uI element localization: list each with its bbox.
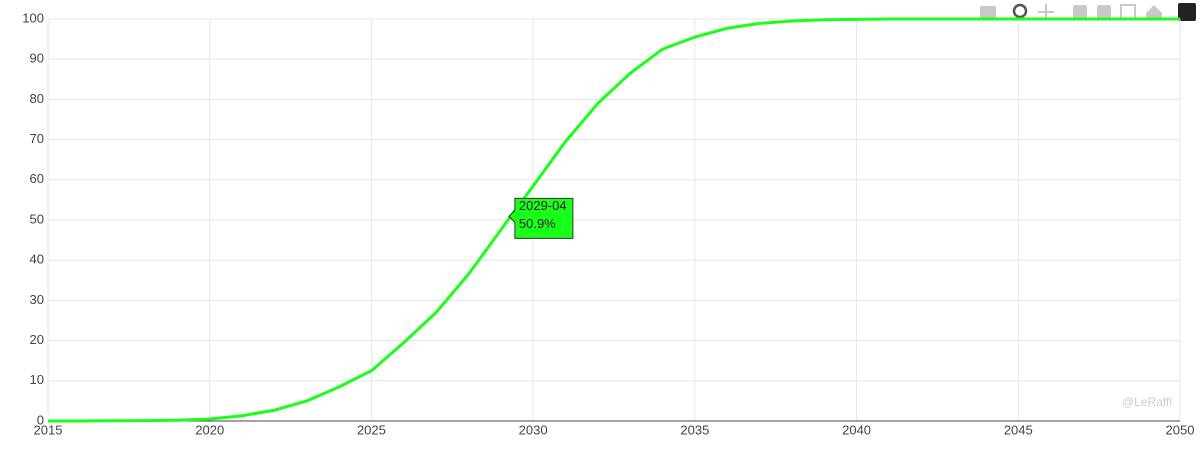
- hover-label: 2029-04 50.9%: [508, 197, 574, 239]
- x-tick-label: 2020: [195, 422, 224, 437]
- y-tick-label: 50: [30, 211, 44, 226]
- zoom-out-icon[interactable]: [1097, 5, 1111, 19]
- y-tick-label: 70: [30, 131, 44, 146]
- y-tick-label: 100: [22, 10, 44, 25]
- camera-icon[interactable]: [980, 6, 996, 18]
- y-tick-label: 40: [30, 252, 44, 267]
- y-tick-label: 20: [30, 332, 44, 347]
- x-tick-label: 2035: [680, 422, 709, 437]
- x-tick-label: 2045: [1004, 422, 1033, 437]
- watermark: @LeRaffl: [1122, 395, 1172, 409]
- hover-value: 50.9%: [519, 216, 556, 231]
- x-tick-label: 2050: [1166, 422, 1195, 437]
- reset-icon[interactable]: [1146, 5, 1162, 19]
- autoscale-icon[interactable]: [1120, 4, 1136, 20]
- y-tick-label: 10: [30, 372, 44, 387]
- toolbar: [980, 3, 1196, 21]
- hover-box: [508, 197, 574, 239]
- y-tick-label: 0: [37, 412, 44, 427]
- x-tick-label: 2030: [519, 422, 548, 437]
- x-tick-label: 2025: [357, 422, 386, 437]
- zoom-icon[interactable]: [1012, 3, 1028, 19]
- y-tick-label: 60: [30, 171, 44, 186]
- y-tick-label: 30: [30, 292, 44, 307]
- hover-x: 2029-04: [519, 198, 567, 213]
- x-tick-label: 2040: [842, 422, 871, 437]
- zoom-in-icon[interactable]: [1073, 5, 1087, 19]
- y-tick-label: 80: [30, 91, 44, 106]
- plotly-logo[interactable]: [1178, 3, 1196, 21]
- pan-icon[interactable]: [1038, 4, 1054, 20]
- x-tick-label: 2015: [34, 422, 63, 437]
- y-tick-label: 90: [30, 51, 44, 66]
- line: [48, 17, 1180, 423]
